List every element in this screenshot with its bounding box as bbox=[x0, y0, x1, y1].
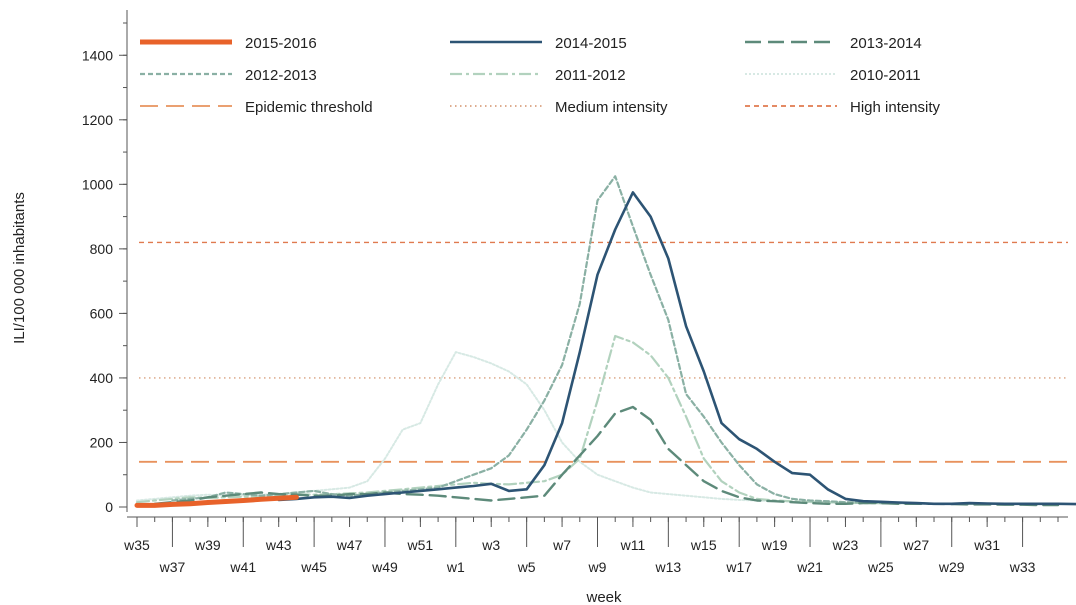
legend-label: 2015-2016 bbox=[245, 35, 317, 52]
legend: 2015-2016 2014-2015 2013-2014 2012-2013 2011… bbox=[140, 35, 941, 116]
series-line-2013-2014 bbox=[155, 407, 1058, 505]
x-tick-label: w17 bbox=[725, 559, 752, 575]
legend-label: 2012-2013 bbox=[245, 67, 317, 84]
x-tick-label: w35 bbox=[123, 537, 150, 553]
y-axis-title: ILI/100 000 inhabitants bbox=[11, 192, 28, 344]
x-axis: w35 w37 w39 w41 w43 w45 w47 w49 w51 w1 w3 w5 w7 w9 w11… bbox=[123, 517, 1068, 575]
y-tick-label: 1200 bbox=[82, 112, 113, 128]
series-lines bbox=[137, 176, 1076, 505]
x-tick-label: w27 bbox=[902, 537, 929, 553]
x-tick-label: w7 bbox=[552, 537, 571, 553]
x-tick-label: w9 bbox=[588, 559, 607, 575]
x-tick-label: w23 bbox=[832, 537, 859, 553]
y-tick-label: 800 bbox=[90, 241, 114, 257]
x-tick-label: w19 bbox=[761, 537, 788, 553]
x-tick-label: w1 bbox=[446, 559, 465, 575]
x-tick-label: w49 bbox=[371, 559, 398, 575]
x-tick-label: w31 bbox=[973, 537, 1000, 553]
x-tick-label: w41 bbox=[229, 559, 256, 575]
legend-label: High intensity bbox=[850, 99, 941, 116]
x-tick-label: w13 bbox=[655, 559, 682, 575]
x-tick-label: w37 bbox=[159, 559, 186, 575]
legend-label: 2014-2015 bbox=[555, 35, 627, 52]
x-tick-label: w45 bbox=[300, 559, 327, 575]
legend-label: 2010-2011 bbox=[850, 67, 921, 84]
x-tick-label: w11 bbox=[620, 537, 646, 553]
x-tick-label: w3 bbox=[481, 537, 500, 553]
x-tick-label: w25 bbox=[867, 559, 894, 575]
y-tick-label: 1400 bbox=[82, 47, 113, 63]
x-tick-label: w33 bbox=[1009, 559, 1036, 575]
x-tick-label: w47 bbox=[336, 537, 363, 553]
x-tick-label: w5 bbox=[517, 559, 536, 575]
x-tick-label: w43 bbox=[265, 537, 292, 553]
threshold-lines bbox=[139, 242, 1068, 461]
y-tick-label: 200 bbox=[90, 434, 114, 450]
x-tick-label: w39 bbox=[194, 537, 221, 553]
x-tick-label: w21 bbox=[796, 559, 823, 575]
x-axis-title: week bbox=[585, 589, 622, 605]
y-tick-label: 600 bbox=[90, 305, 114, 321]
x-tick-label: w29 bbox=[938, 559, 965, 575]
x-tick-label: w51 bbox=[407, 537, 434, 553]
legend-label: 2011-2012 bbox=[555, 67, 626, 84]
x-tick-label: w15 bbox=[690, 537, 717, 553]
y-tick-label: 1000 bbox=[82, 176, 113, 192]
y-axis: 0 200 400 600 800 1000 1200 1400 bbox=[82, 10, 127, 515]
series-line-2011-2012 bbox=[137, 336, 1058, 504]
y-tick-label: 0 bbox=[105, 499, 113, 515]
y-tick-label: 400 bbox=[90, 370, 114, 386]
legend-label: 2013-2014 bbox=[850, 35, 922, 52]
legend-label: Medium intensity bbox=[555, 99, 668, 116]
legend-label: Epidemic threshold bbox=[245, 99, 373, 116]
series-line-2010-2011 bbox=[137, 352, 1058, 504]
